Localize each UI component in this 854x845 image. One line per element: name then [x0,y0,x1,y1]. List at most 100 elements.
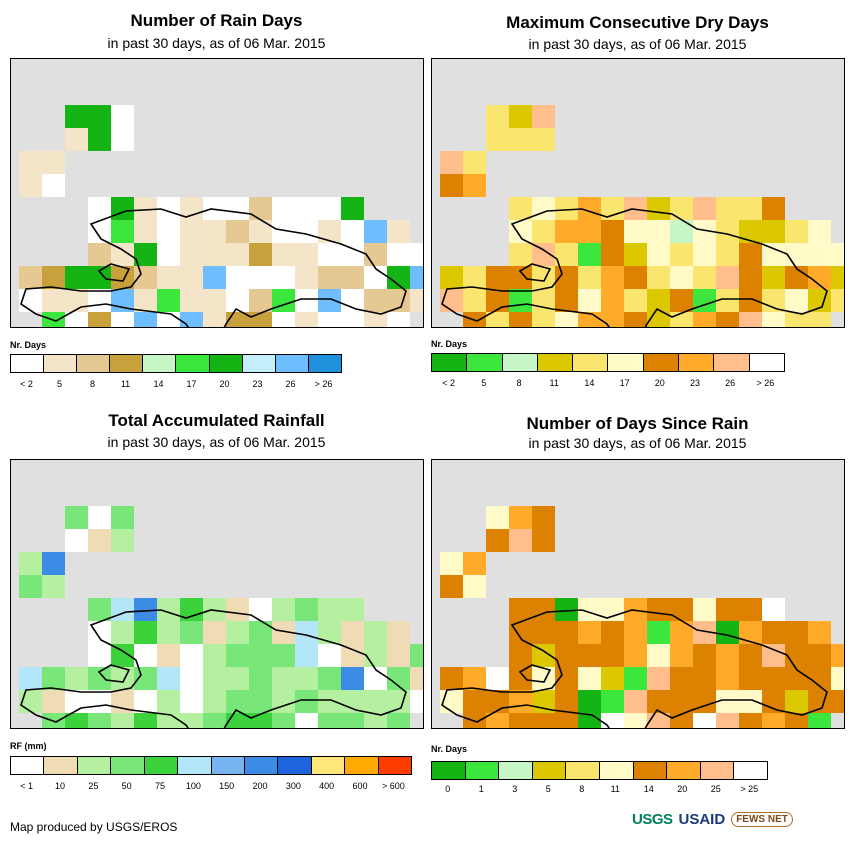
grid-cell [111,621,134,644]
grid-cell [440,552,463,575]
grid-cell [226,243,249,266]
grid-cell [463,690,486,713]
grid-cell [157,289,180,312]
grid-cell [532,644,555,667]
grid-cell [670,667,693,690]
grid-cell [624,312,647,327]
grid-cell [318,220,341,243]
grid-cell [88,690,111,713]
grid-cell [272,197,295,220]
legend-tick-label: 5 [545,784,551,794]
grid-cell [19,667,42,690]
grid-cell [65,128,88,151]
legend-swatch [499,762,533,779]
grid-cell [111,506,134,529]
legend-tick-label: 3 [512,784,518,794]
grid-cell [272,312,295,327]
grid-cell [716,220,739,243]
grid-cell [42,266,65,289]
grid-cell [739,598,762,621]
legend-tick-label: 600 [352,781,368,791]
grid-cell [601,690,624,713]
grid-cell [486,312,509,327]
grid-cell [134,312,157,327]
grid-cell [249,266,272,289]
legend-title: RF (mm) [10,741,47,751]
legend-color-bar [10,354,342,373]
grid-cell [739,266,762,289]
legend-tick-label: > 600 [381,781,405,791]
legend-swatch [144,757,179,774]
grid-cell [180,289,203,312]
legend-ticks: < 2 5 8 11 14 17 20 23 26 > 26 [431,378,785,390]
panel-title: Number of Rain Days [130,11,303,30]
grid-cell [624,197,647,220]
legend-swatch [679,354,715,371]
legend-tick-label: < 2 [442,378,455,388]
legend-swatch [643,354,680,371]
grid-cell [693,197,716,220]
grid-cell [157,644,180,667]
legend-swatch [633,762,668,779]
grid-cell [180,243,203,266]
grid-cell [111,220,134,243]
grid-cell [509,621,532,644]
grid-cell [295,220,318,243]
grid-cell [19,575,42,598]
legend-tick-label: 100 [185,781,201,791]
grid-cell [808,220,831,243]
map-rainfall [10,459,424,729]
legend-swatch [599,762,634,779]
legend-title: Nr. Days [431,744,468,754]
grid-cell [578,243,601,266]
legend-ticks: 0 1 3 5 8 11 14 20 25 > 25 [431,784,768,796]
grid-cell [88,621,111,644]
usaid-logo: USAID [678,810,726,828]
grid-cell [509,220,532,243]
legend-swatch [44,355,78,372]
panel-title: Maximum Consecutive Dry Days [506,13,769,32]
grid-cell [693,644,716,667]
grid-cell [203,289,226,312]
grid-cell [555,197,578,220]
grid-cell [157,197,180,220]
legend-tick-label: 0 [445,784,451,794]
grid-cell [341,713,364,728]
legend-swatch [714,354,750,371]
legend-swatch [209,355,243,372]
legend-swatch [77,355,111,372]
grid-cell [364,644,387,667]
grid-cell [19,174,42,197]
grid-cell [463,575,486,598]
grid-cell [180,266,203,289]
grid-cell [440,151,463,174]
grid-cell [134,621,157,644]
grid-cell [831,690,844,713]
map-dry-days [431,58,845,328]
legend-title: Nr. Days [10,340,47,350]
grid-cell [578,598,601,621]
grid-cell [226,690,249,713]
legend-swatch [110,355,144,372]
grid-cell [647,621,670,644]
grid-cell [509,529,532,552]
grid-cell [42,289,65,312]
grid-cell [670,289,693,312]
grid-cell [670,644,693,667]
grid-cell [693,243,716,266]
legend-tick-label: < 2 [20,379,33,389]
grid-cell [157,690,180,713]
grid-cell [785,690,808,713]
coastline [441,208,828,327]
grid-cell [693,266,716,289]
grid-cell [111,667,134,690]
legend-tick-label: 17 [186,379,197,389]
grid-cell [341,220,364,243]
grid-cell [272,667,295,690]
grid-cell [601,621,624,644]
legend-tick-label: 5 [481,378,487,388]
legend-swatch [308,355,341,372]
grid-cell [272,243,295,266]
grid-cell [134,598,157,621]
grid-cell [65,690,88,713]
